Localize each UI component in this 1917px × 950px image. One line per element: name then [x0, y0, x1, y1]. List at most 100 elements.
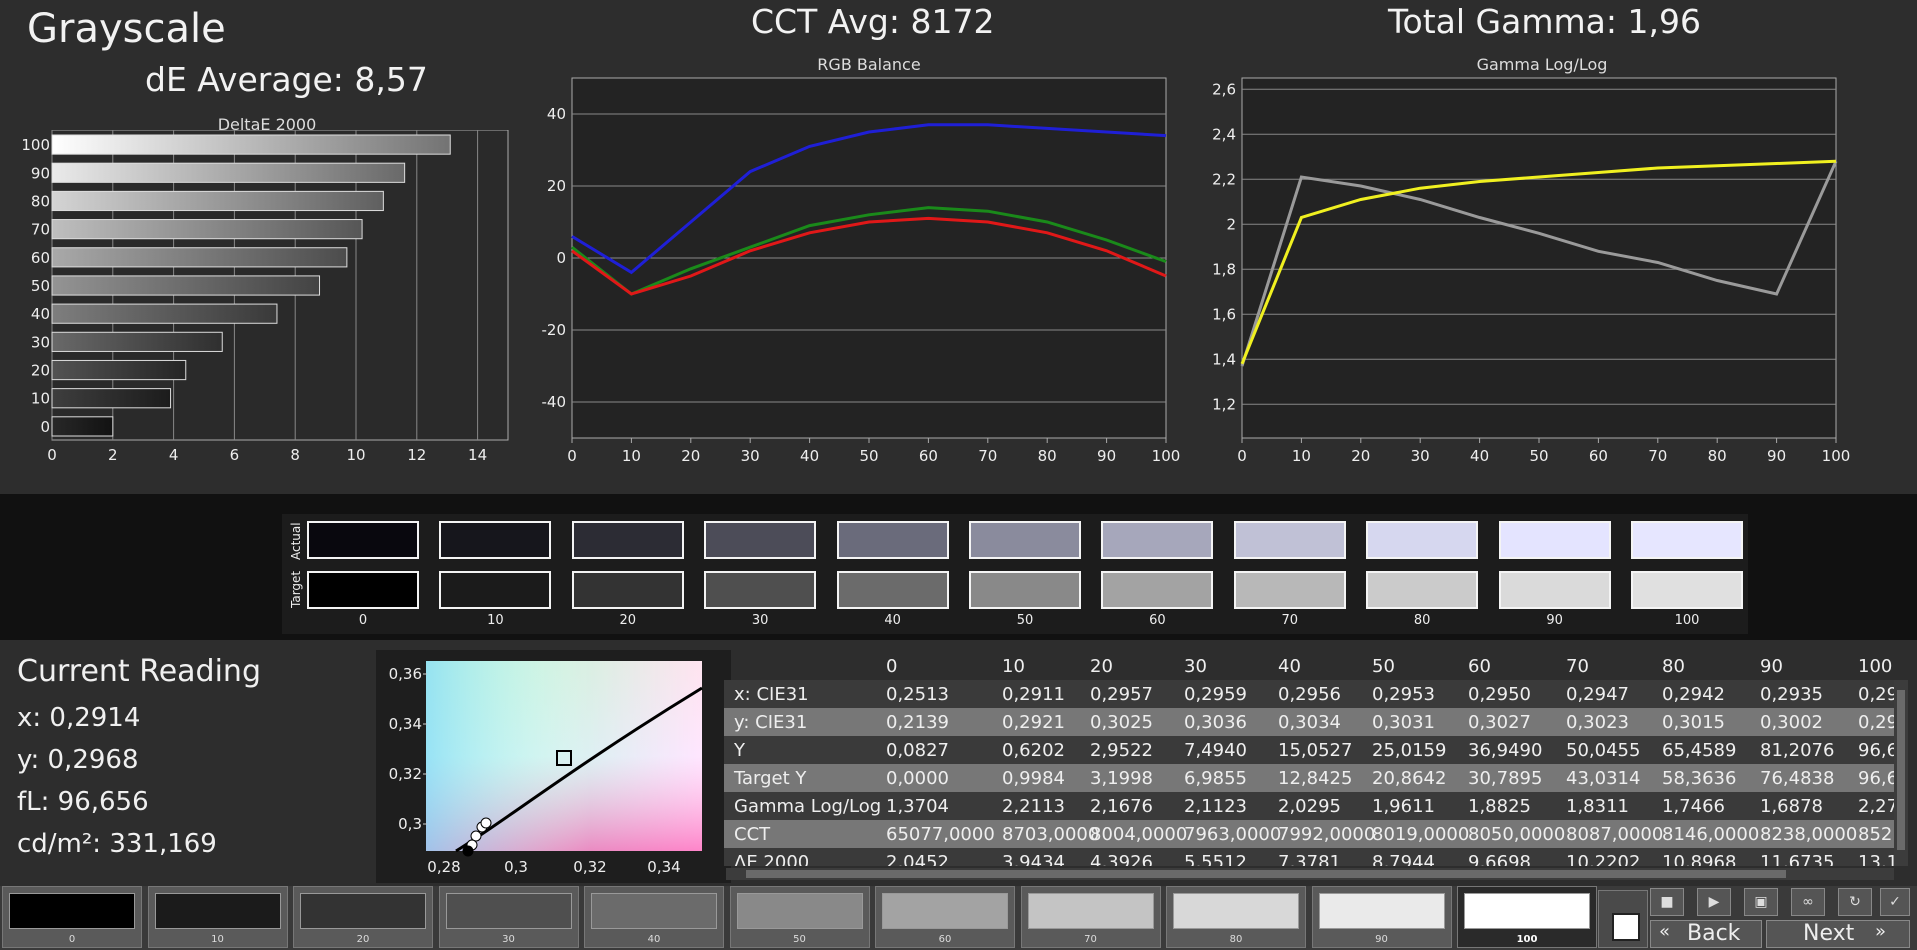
deltae-bar [51, 359, 187, 381]
table-cell: 96,6 [1858, 740, 1894, 761]
patch-color [736, 893, 863, 929]
table-row[interactable]: Y 0,0827 0,6202 2,9522 7,4940 15,0527 25,0159 3… [724, 736, 1894, 764]
cie-y-tick: 0,36 [389, 665, 422, 683]
swatch-label: 30 [751, 613, 769, 628]
x-tick-label: 40 [1470, 447, 1489, 465]
table-row[interactable]: x: CIE31 0,2513 0,2911 0,2957 0,2959 0,2956 0,… [724, 680, 1894, 708]
deltae-bar [51, 219, 363, 240]
patch-label: 40 [647, 934, 661, 945]
y-tick-label: 1,6 [1212, 305, 1236, 323]
table-row[interactable]: y: CIE31 0,2139 0,2921 0,3025 0,3036 0,3034 0,… [724, 708, 1894, 736]
deltae-bar [51, 331, 223, 352]
table-row-label: y: CIE31 [734, 712, 808, 733]
target-label: Target [289, 570, 303, 608]
table-cell: 0,3025 [1090, 712, 1153, 733]
table-cell: 2,1676 [1090, 796, 1153, 817]
next-button[interactable]: Next » [1766, 920, 1910, 948]
plot-area [1241, 77, 1837, 439]
series-line [1240, 160, 1838, 367]
deltae-bar [51, 162, 406, 183]
swatch-label: 90 [1546, 613, 1563, 628]
patch-scroll-control[interactable] [1598, 890, 1648, 948]
table-cell: 8,7944 [1372, 852, 1435, 866]
table-cell: 2,27 [1858, 796, 1894, 817]
reading-point [470, 830, 482, 842]
cie-y-tick: 0,34 [389, 715, 422, 733]
table-cell: 8146,0000 [1662, 824, 1760, 845]
loop-button[interactable]: ∞ [1791, 888, 1825, 916]
table-scrollbar[interactable] [726, 868, 1894, 880]
patch-thumbnail[interactable]: 80 [1166, 886, 1306, 948]
patch-label: 30 [502, 934, 515, 945]
patch-thumbnail[interactable]: 20 [293, 886, 433, 948]
target-swatch [571, 571, 684, 609]
patch-thumbnail[interactable]: 40 [584, 886, 724, 948]
table-cell: 50,0455 [1566, 740, 1641, 761]
deltae-bar [51, 190, 384, 212]
table-cell: 15,0527 [1278, 740, 1353, 761]
table-row-label: x: CIE31 [734, 684, 809, 705]
category-label: 40 [31, 305, 50, 323]
patch-thumbnail[interactable]: 0 [2, 886, 142, 948]
table-cell: 10,2202 [1566, 852, 1641, 866]
table-cell: 65,4589 [1662, 740, 1737, 761]
stop-button[interactable]: ■ [1650, 888, 1684, 916]
actual-swatch [704, 521, 817, 559]
patch-label: 20 [356, 934, 370, 945]
table-scrollbar-thumb[interactable] [746, 870, 1786, 878]
patch-thumbnail[interactable]: 10 [147, 886, 288, 948]
rgb-balance-chart: 40 20 0 -20 -40 0 10 20 30 40 50 60 70 80 90 100 [542, 77, 1180, 465]
table-cell: 11,6735 [1760, 852, 1835, 866]
swatch-label: 40 [884, 613, 901, 628]
table-cell: 58,3636 [1662, 768, 1737, 789]
table-vscrollbar[interactable] [1894, 680, 1908, 866]
patch-label: 0 [68, 934, 76, 945]
patch-thumbnail[interactable]: 90 [1311, 886, 1452, 948]
check-button[interactable]: ✓ [1880, 888, 1910, 916]
cie-x-tick: 0,3 [504, 858, 528, 876]
table-row[interactable]: ΔE 2000 2,0452 3,9434 4,3926 5,5512 7,3781 8,7… [724, 848, 1894, 866]
reading-y: y: 0,2968 [17, 745, 139, 775]
play-button[interactable]: ▶ [1697, 888, 1731, 916]
patch-thumbnail[interactable]: 70 [1020, 886, 1161, 948]
back-button[interactable]: « Back [1650, 920, 1762, 948]
table-header-cell: 90 [1760, 656, 1783, 677]
deltae-chart-title: DeltaE 2000 [217, 115, 317, 134]
table-row[interactable]: CCT 65077,0000 8703,0000 8004,0000 7963,0000… [724, 820, 1894, 848]
deltae-bar [51, 303, 278, 324]
refresh-button[interactable]: ↻ [1838, 888, 1872, 916]
x-tick-label: 14 [468, 446, 487, 464]
table-cell: 36,9490 [1468, 740, 1543, 761]
series-line [1240, 159, 1837, 365]
patch-thumbnail[interactable]: 30 [438, 886, 579, 948]
swatch-label: 50 [1016, 613, 1034, 628]
table-cell: 0,2950 [1468, 684, 1531, 705]
table-cell: 3,1998 [1090, 768, 1153, 789]
table-row[interactable]: Gamma Log/Log 1,3704 2,2113 2,1676 2,1123 2,0… [724, 792, 1894, 820]
table-row[interactable]: Target Y 0,0000 0,9984 3,1998 6,9855 12,8425 2… [724, 764, 1894, 792]
save-button[interactable]: ▣ [1744, 888, 1778, 916]
patch-color [1173, 893, 1299, 929]
patch-thumbnail[interactable]: 60 [875, 886, 1015, 948]
reading-point [462, 845, 474, 857]
x-tick-label: 90 [1767, 447, 1786, 465]
y-tick-label: 20 [547, 177, 566, 195]
next-chevron-icon: » [1875, 921, 1887, 942]
table-cell: 43,0314 [1566, 768, 1641, 789]
table-cell: 0,2953 [1372, 684, 1435, 705]
table-cell: 20,8642 [1372, 768, 1447, 789]
table-cell: 0,3023 [1566, 712, 1629, 733]
table-cell: 7963,0000 [1184, 824, 1282, 845]
table-cell: 1,6878 [1760, 796, 1823, 817]
patch-thumbnail[interactable]: 100 [1457, 886, 1597, 948]
table-cell: 8019,0000 [1372, 824, 1470, 845]
table-header-cell: 70 [1566, 656, 1589, 677]
patch-label: 100 [1516, 934, 1538, 945]
table-cell: 852 [1858, 824, 1893, 845]
patch-color [1027, 893, 1154, 929]
back-label: Back [1687, 921, 1741, 946]
patch-thumbnail[interactable]: 50 [729, 886, 870, 948]
reading-fl: fL: 96,656 [17, 787, 149, 817]
table-vscrollbar-thumb[interactable] [1897, 690, 1905, 850]
target-swatch [969, 571, 1081, 609]
